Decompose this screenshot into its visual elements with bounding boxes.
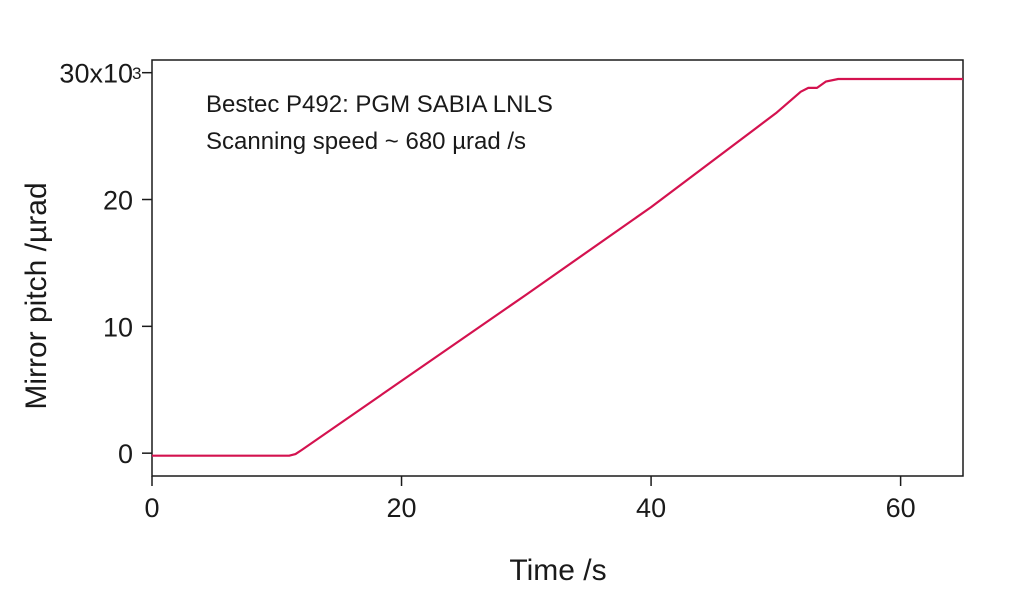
y-tick-label: 0 <box>118 439 133 469</box>
y-tick-label: 10 <box>103 312 133 342</box>
x-tick-label: 0 <box>144 493 159 523</box>
x-axis-label: Time /s <box>509 554 606 587</box>
y-tick-label: 30x10 <box>59 59 133 89</box>
annotation-line-2: Scanning speed ~ 680 µrad /s <box>206 128 526 155</box>
x-tick-label: 60 <box>886 493 916 523</box>
x-tick-label: 40 <box>636 493 666 523</box>
y-axis-label: Mirror pitch /µrad <box>20 182 53 409</box>
y-tick-label: 20 <box>103 186 133 216</box>
plot-frame <box>151 59 964 477</box>
x-axis-ticks: 0 20 40 60 <box>144 476 916 523</box>
annotation-line-1: Bestec P492: PGM SABIA LNLS <box>206 91 553 118</box>
y-axis-ticks: 0 10 20 30x10 <box>59 59 152 469</box>
y-tick-exponent: 3 <box>132 64 141 83</box>
series-line <box>152 77 963 457</box>
x-tick-label: 20 <box>387 493 417 523</box>
